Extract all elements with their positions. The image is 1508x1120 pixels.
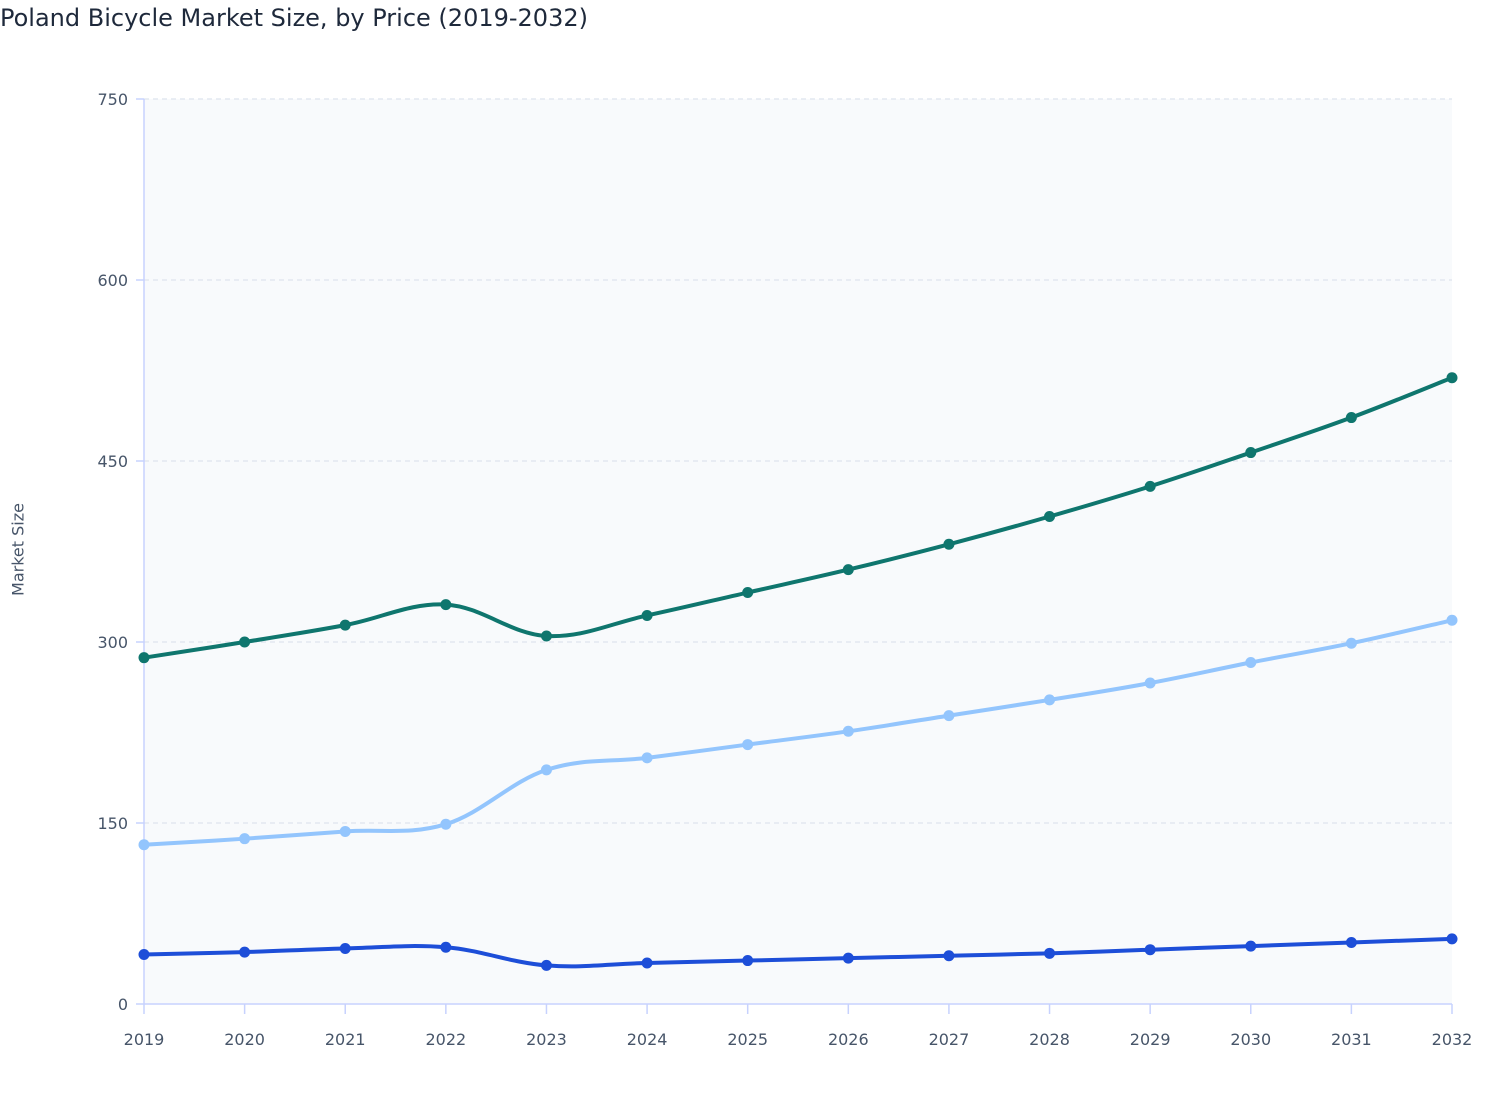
data-point [1446,372,1458,384]
x-tick-label: 2019 [124,1030,165,1049]
data-point [641,957,653,969]
data-point [842,564,854,576]
y-tick-label: 600 [97,271,128,290]
x-tick-label: 2031 [1331,1030,1372,1049]
x-tick-label: 2030 [1230,1030,1271,1049]
x-tick-label: 2028 [1029,1030,1070,1049]
data-point [138,949,150,961]
data-point [842,725,854,737]
data-point [339,825,351,837]
x-tick-label: 2026 [828,1030,869,1049]
data-point [943,950,955,962]
data-point [1144,677,1156,689]
y-tick-label: 150 [97,814,128,833]
data-point [1446,933,1458,945]
x-tick-label: 2022 [425,1030,466,1049]
series-line-0 [142,375,1454,660]
data-point [339,942,351,954]
data-point [138,652,150,664]
chart-title: Poland Bicycle Market Size, by Price (20… [0,4,588,32]
data-point [1345,637,1357,649]
data-point [540,959,552,971]
y-tick-label: 300 [97,633,128,652]
data-point [641,609,653,621]
data-point [1144,944,1156,956]
data-point [339,619,351,631]
data-point [842,952,854,964]
data-point [1245,657,1257,669]
data-point [641,752,653,764]
x-tick-label: 2032 [1432,1030,1473,1049]
data-point [742,739,754,751]
data-point [540,630,552,642]
data-point [239,946,251,958]
series-line-2 [142,936,1454,969]
x-tick-label: 2029 [1130,1030,1171,1049]
data-point [1144,480,1156,492]
y-tick-label: 450 [97,452,128,471]
data-point [540,764,552,776]
data-point [440,599,452,611]
data-point [440,941,452,953]
data-point [943,538,955,550]
x-tick-label: 2025 [727,1030,768,1049]
data-point [1044,694,1056,706]
x-tick-label: 2027 [929,1030,970,1049]
x-tick-label: 2023 [526,1030,567,1049]
data-point [742,587,754,599]
data-point [1245,940,1257,952]
plot-background [144,99,1452,1004]
x-tick-label: 2024 [627,1030,668,1049]
series-line-1 [142,618,1454,847]
data-point [440,818,452,830]
data-point [239,636,251,648]
x-tick-label: 2021 [325,1030,366,1049]
data-point [1345,936,1357,948]
data-point [1044,511,1056,523]
x-tick-label: 2020 [224,1030,265,1049]
data-point [1245,447,1257,459]
data-point [1044,947,1056,959]
data-point [138,839,150,851]
data-point [1446,614,1458,626]
data-point [943,710,955,722]
data-point [239,833,251,845]
y-tick-label: 750 [97,90,128,109]
y-tick-label: 0 [118,995,128,1014]
data-point [742,955,754,967]
data-point [1345,412,1357,424]
